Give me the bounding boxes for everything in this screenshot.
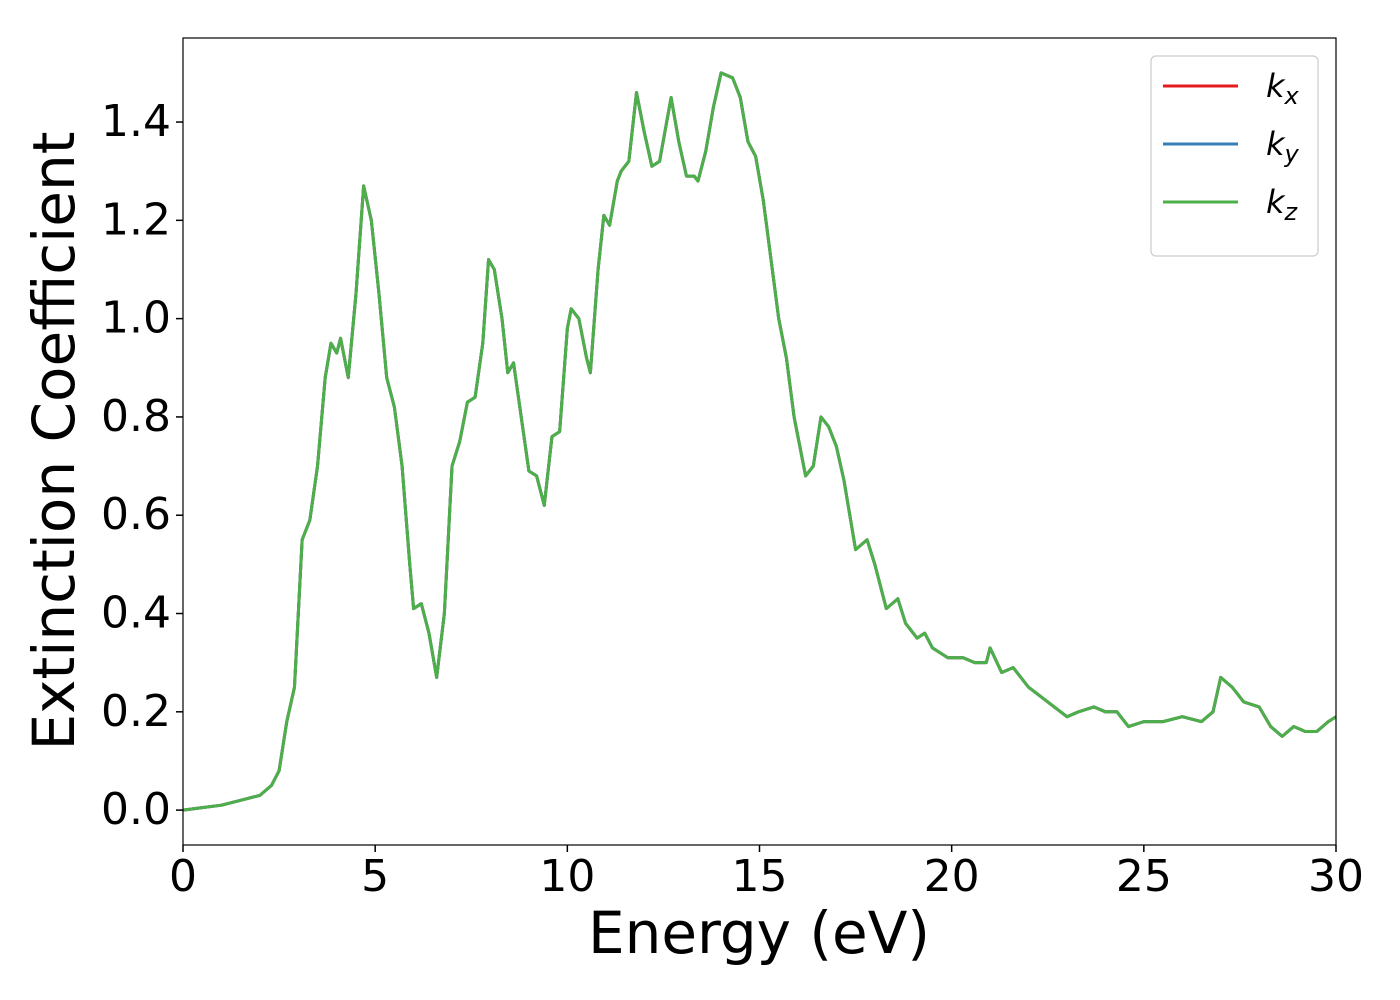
y-tick-label: 0.8	[101, 391, 171, 442]
y-tick-label: 0.4	[101, 588, 171, 639]
data-line	[183, 71, 1336, 812]
y-tick-label: 1.4	[101, 96, 171, 147]
y-tick-label: 1.0	[101, 293, 171, 344]
x-tick-label: 30	[1308, 851, 1364, 902]
x-tick-label: 10	[539, 851, 595, 902]
legend-box	[1150, 55, 1319, 257]
x-tick-label: 25	[1116, 851, 1172, 902]
x-axis-label: Energy (eV)	[588, 899, 930, 967]
y-axis-label: Extinction Coefficient	[20, 132, 88, 751]
x-tick-label: 5	[361, 851, 389, 902]
x-tick-label: 0	[169, 851, 197, 902]
legend-label: kz	[1266, 183, 1299, 226]
y-tick-label: 0.0	[101, 784, 171, 835]
legend-label: ky	[1266, 125, 1300, 168]
x-tick-label: 15	[732, 851, 788, 902]
y-tick-label: 1.2	[101, 194, 171, 245]
y-tick-label: 0.6	[101, 489, 171, 540]
x-tick-label: 20	[924, 851, 980, 902]
plot-frame	[182, 37, 1337, 846]
y-tick-label: 0.2	[101, 686, 171, 737]
legend-label: kx	[1266, 67, 1300, 110]
